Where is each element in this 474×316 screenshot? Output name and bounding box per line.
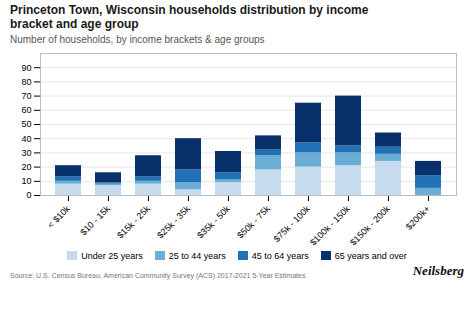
html-text:25 to 44 years: 25 to 44 years: [168, 250, 226, 261]
html-text:65 years and over: 65 years and over: [334, 250, 407, 261]
svg-text:70: 70: [21, 91, 31, 101]
svg-text:80: 80: [21, 77, 31, 87]
html-text:Number of households, by incom: Number of households, by income brackets…: [10, 33, 265, 45]
svg-text:$100k - 150k: $100k - 150k: [308, 203, 352, 247]
svg-text:$25k - 35k: $25k - 35k: [155, 203, 192, 240]
html-text:Under 25 years: Under 25 years: [81, 250, 143, 261]
html-text:45 to 64 years: 45 to 64 years: [251, 250, 309, 261]
svg-text:40: 40: [21, 133, 31, 143]
svg-text:0: 0: [26, 190, 31, 200]
svg-text:$75k - 100k: $75k - 100k: [272, 203, 313, 244]
html-text:Neilsberg: Neilsberg: [412, 262, 464, 278]
svg-text:$200k+: $200k+: [404, 203, 432, 231]
svg-text:50: 50: [21, 119, 31, 129]
svg-text:20: 20: [21, 162, 31, 172]
svg-text:90: 90: [21, 62, 31, 72]
svg-text:$10 - 15k: $10 - 15k: [78, 203, 112, 237]
svg-text:60: 60: [21, 105, 31, 115]
html-text:Source: U.S. Census Bureau, Am: Source: U.S. Census Bureau, American Com…: [10, 271, 306, 279]
svg-text:30: 30: [21, 148, 31, 158]
svg-text:$50k - 75k: $50k - 75k: [235, 203, 272, 240]
svg-text:$35k - 50k: $35k - 50k: [195, 203, 232, 240]
svg-text:$15k - 25k: $15k - 25k: [115, 203, 152, 240]
svg-text:< $10k: < $10k: [46, 203, 73, 230]
html-text:Princeton Town, Wisconsin hous: Princeton Town, Wisconsin households dis…: [10, 3, 369, 32]
svg-text:10: 10: [21, 176, 31, 186]
svg-text:$150k - 200k: $150k - 200k: [348, 203, 392, 247]
